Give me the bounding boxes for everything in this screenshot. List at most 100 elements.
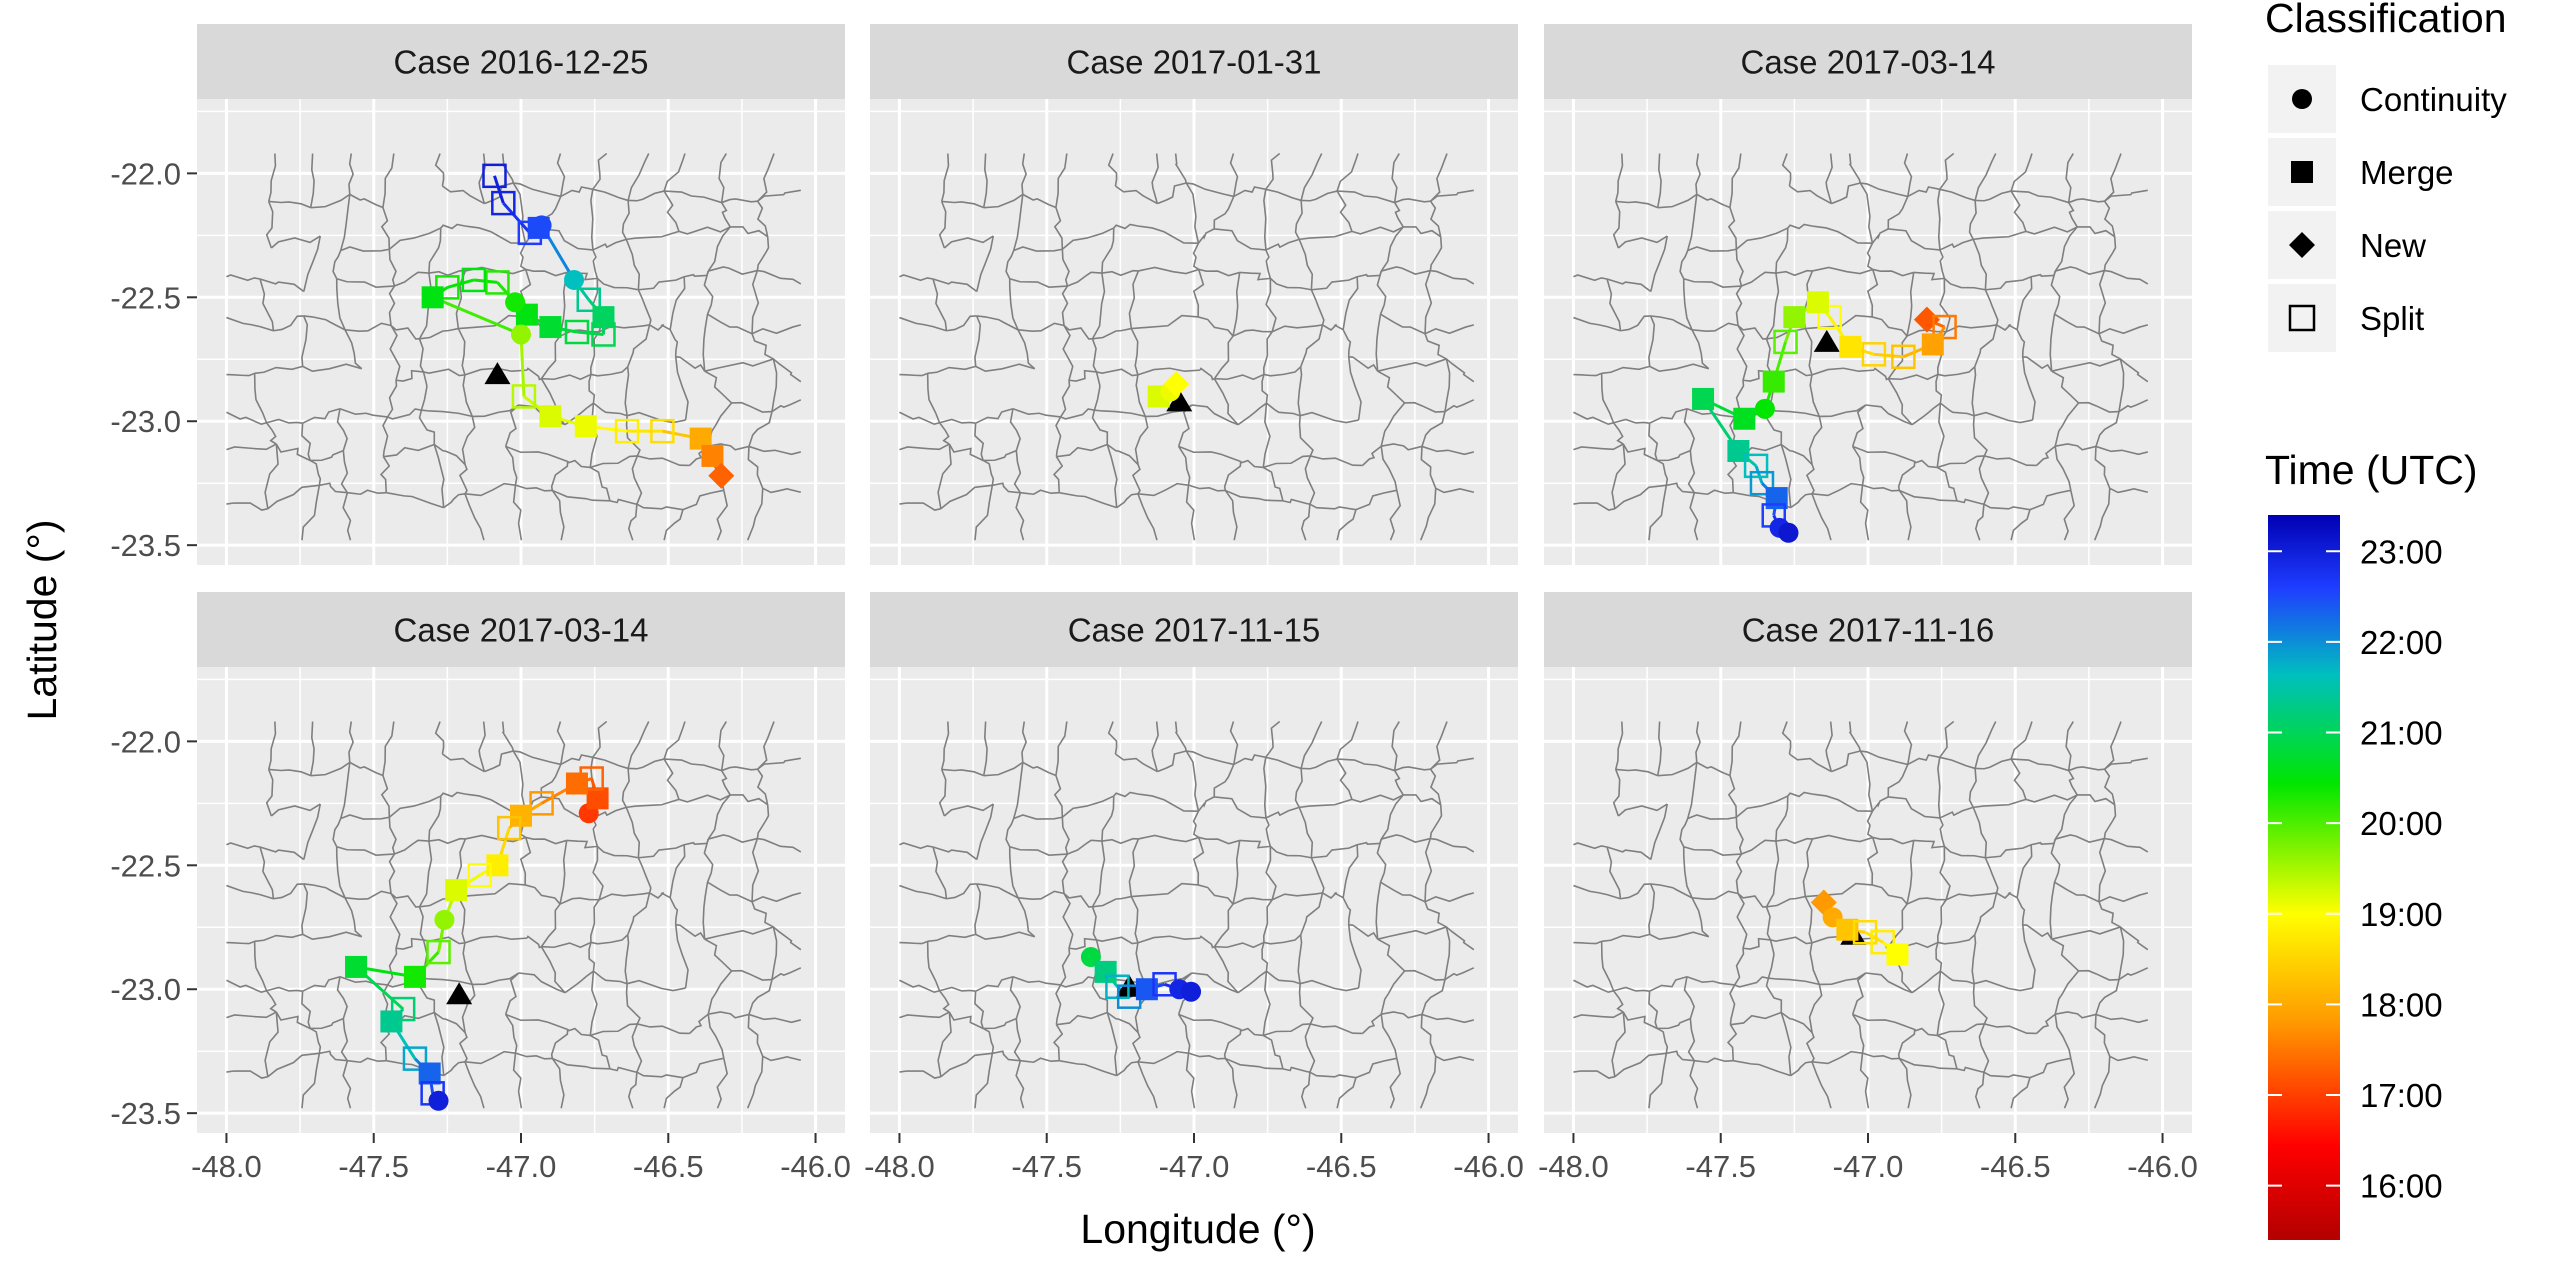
merge-point bbox=[689, 427, 712, 450]
shape-legend-title: Classification bbox=[2265, 0, 2507, 41]
split-point bbox=[564, 319, 590, 345]
split-point bbox=[1861, 342, 1887, 367]
merge-point bbox=[565, 772, 588, 795]
x-tick-label: -46.5 bbox=[1306, 1149, 1377, 1184]
continuity-point bbox=[1181, 981, 1202, 1002]
continuity-point bbox=[1754, 398, 1775, 419]
gridlines bbox=[870, 99, 1518, 565]
continuity-key-icon bbox=[2292, 89, 2312, 109]
track-segment bbox=[502, 202, 531, 234]
split-point bbox=[426, 939, 451, 965]
facet-strip bbox=[1544, 592, 2192, 667]
continuity-point bbox=[505, 292, 526, 313]
facet-title: Case 2016-12-25 bbox=[393, 44, 648, 81]
colorbar-tick-label: 23:00 bbox=[2360, 533, 2443, 570]
merge-point bbox=[421, 286, 444, 309]
municipality-borders bbox=[1573, 722, 2147, 1109]
merge-key-icon bbox=[2291, 161, 2313, 183]
y-tick-label: -23.5 bbox=[110, 528, 181, 563]
merge-point bbox=[510, 804, 532, 827]
storm-track bbox=[345, 766, 609, 1111]
merge-point bbox=[701, 444, 724, 467]
continuity-point bbox=[531, 215, 552, 236]
radar-marker bbox=[484, 362, 511, 385]
storm-track bbox=[1147, 371, 1193, 412]
x-tick-label: -48.0 bbox=[191, 1149, 262, 1184]
track-segment bbox=[1754, 465, 1764, 484]
merge-point bbox=[574, 415, 597, 438]
x-tick-label: -46.5 bbox=[1980, 1149, 2051, 1184]
merge-point bbox=[1733, 407, 1756, 430]
track-segment bbox=[1873, 352, 1904, 359]
split-point bbox=[650, 418, 675, 444]
color-legend-title: Time (UTC) bbox=[2265, 447, 2478, 493]
facet-title: Case 2017-11-16 bbox=[1742, 612, 1995, 649]
split-point bbox=[1932, 314, 1957, 340]
split-point bbox=[614, 418, 640, 444]
facet-panel: Case 2016-12-25 bbox=[197, 24, 845, 565]
y-tick-label: -22.0 bbox=[110, 156, 181, 191]
merge-point bbox=[592, 306, 615, 329]
merge-point bbox=[1886, 943, 1909, 966]
storm-track bbox=[1692, 291, 1957, 543]
merge-point bbox=[445, 879, 468, 902]
continuity-point bbox=[511, 324, 531, 345]
track-segment bbox=[432, 295, 522, 336]
x-tick-label: -47.0 bbox=[486, 1149, 557, 1184]
split-point bbox=[511, 384, 537, 409]
merge-point bbox=[539, 405, 562, 428]
continuity-point bbox=[434, 909, 455, 930]
colorbar-ticks: 16:00 17:00 18:00 19:00 20:00 21:00 22:00 23:00 bbox=[2268, 533, 2443, 1205]
gridlines bbox=[197, 99, 845, 565]
split-point bbox=[1891, 344, 1916, 370]
legend-key bbox=[2268, 284, 2336, 352]
facet-panel: Case 2017-11-15 bbox=[870, 592, 1518, 1133]
colorbar-tick-label: 18:00 bbox=[2360, 986, 2443, 1023]
y-tick-label: -22.5 bbox=[110, 848, 181, 883]
track-segment bbox=[576, 330, 604, 336]
merge-point bbox=[539, 316, 562, 339]
split-point bbox=[1743, 453, 1769, 479]
merge-point bbox=[1762, 370, 1785, 393]
radar-marker bbox=[446, 982, 473, 1005]
split-point bbox=[1817, 304, 1842, 330]
colorbar bbox=[2268, 515, 2340, 1240]
colorbar-tick-label: 20:00 bbox=[2360, 805, 2443, 842]
storm-track bbox=[1810, 889, 1909, 966]
new-point bbox=[708, 462, 735, 489]
split-point bbox=[485, 270, 510, 295]
x-tick-label: -46.0 bbox=[780, 1149, 851, 1184]
facet-title: Case 2017-01-31 bbox=[1066, 44, 1321, 81]
colorbar-tick-label: 16:00 bbox=[2360, 1168, 2443, 1205]
facet-panel: Case 2017-03-14 bbox=[1544, 24, 2192, 565]
x-tick-label: -47.0 bbox=[1159, 1149, 1230, 1184]
merge-point bbox=[1094, 960, 1117, 983]
split-point bbox=[482, 163, 507, 189]
legend-label: Merge bbox=[2360, 154, 2454, 191]
y-tick-label: -22.5 bbox=[110, 280, 181, 315]
legend-label: New bbox=[2360, 227, 2426, 264]
colorbar-tick-label: 17:00 bbox=[2360, 1077, 2443, 1114]
split-point bbox=[591, 322, 616, 347]
x-axis-title: Longitude (°) bbox=[1080, 1206, 1315, 1252]
municipality-borders bbox=[226, 722, 800, 1109]
merge-point bbox=[1839, 335, 1862, 358]
x-tick-label: -47.5 bbox=[1011, 1149, 1082, 1184]
y-tick-label: -23.5 bbox=[110, 1096, 181, 1131]
merge-point bbox=[1783, 306, 1806, 329]
continuity-point bbox=[564, 269, 585, 290]
facet-panel: Case 2017-03-14 bbox=[197, 592, 845, 1133]
legend: Classification Continuity Merge New Split T… bbox=[2265, 0, 2507, 1240]
new-key-icon bbox=[2289, 232, 2315, 258]
track-segment bbox=[1864, 930, 1884, 944]
split-point bbox=[491, 190, 516, 216]
facet-strip bbox=[870, 592, 1518, 667]
split-point bbox=[576, 287, 601, 313]
split-point bbox=[496, 815, 522, 841]
y-tick-label: -23.0 bbox=[110, 404, 181, 439]
storm-track bbox=[421, 163, 735, 489]
facet-panel: Case 2017-01-31 bbox=[870, 24, 1518, 565]
colorbar-tick-label: 22:00 bbox=[2360, 624, 2443, 661]
colorbar-tick-label: 21:00 bbox=[2360, 715, 2443, 752]
split-point bbox=[1749, 470, 1775, 496]
